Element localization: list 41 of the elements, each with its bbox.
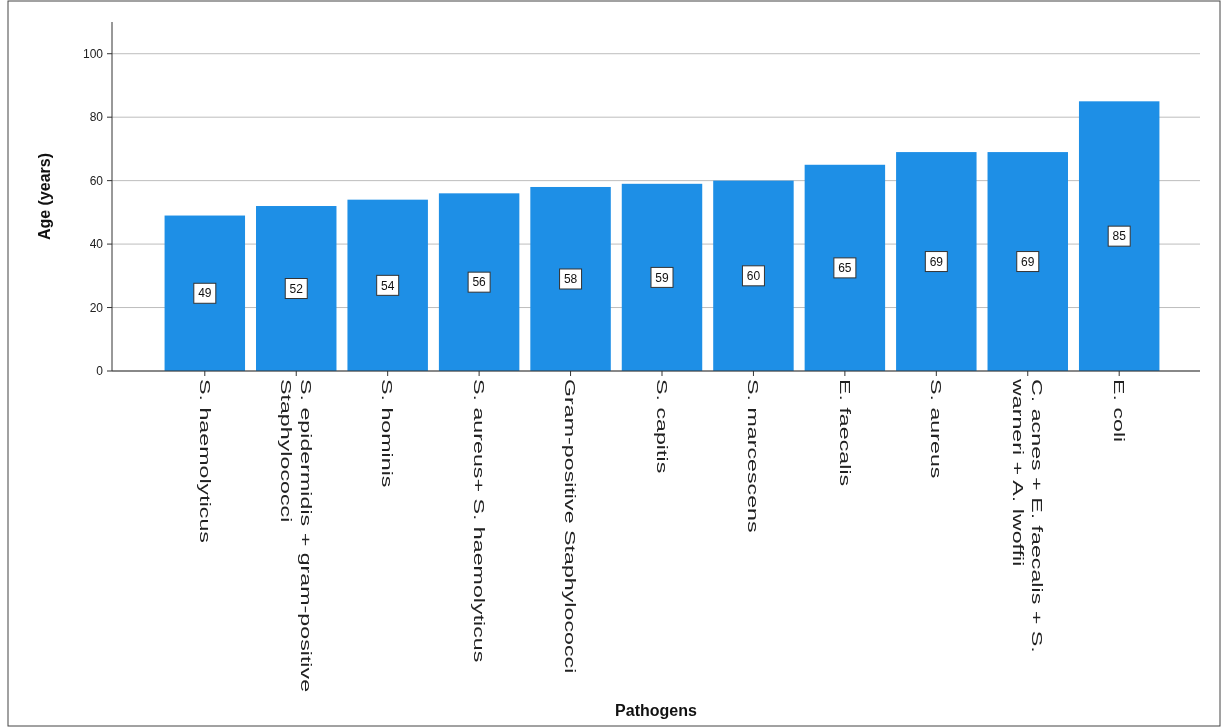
y-tick-label: 100 — [82, 46, 104, 61]
data-label: 49 — [198, 286, 212, 301]
bar — [438, 193, 520, 371]
x-tick-label: S. haemolyticus — [196, 379, 214, 544]
bar — [621, 183, 703, 371]
x-tick-label: S. aureus — [928, 379, 945, 479]
data-label: 56 — [472, 275, 487, 290]
bar — [530, 186, 611, 371]
y-tick-label: 80 — [89, 110, 104, 125]
data-label: 65 — [838, 261, 852, 276]
bar — [713, 180, 794, 371]
x-tick-label: E. coli — [1110, 379, 1128, 443]
x-axis-title: Pathogens — [615, 702, 697, 719]
data-label: 52 — [289, 281, 304, 296]
x-tick-label: E. faecalis — [836, 379, 854, 487]
data-label: 54 — [381, 278, 395, 293]
x-tick-label: Gram-positive Staphylococci — [562, 379, 580, 674]
y-tick-label: 0 — [96, 364, 104, 379]
data-label: 60 — [746, 269, 761, 284]
x-tick-label: S. marcescens — [745, 379, 762, 533]
y-tick-label: 20 — [89, 300, 104, 315]
bar — [987, 152, 1068, 371]
data-label: 69 — [1021, 254, 1035, 269]
data-label: 69 — [929, 254, 944, 269]
data-label: 85 — [1112, 229, 1127, 244]
data-label: 58 — [563, 272, 578, 287]
bar — [256, 206, 337, 371]
x-tick-label: C. acnes + E. faecalis + S. warneri + A. lwoffii — [1009, 377, 1047, 653]
data-label: 59 — [655, 270, 669, 285]
y-tick-label: 40 — [89, 237, 104, 252]
x-tick-label: S. aureus+ S. haemolyticus — [470, 379, 488, 663]
bar — [804, 164, 886, 371]
bar — [896, 152, 977, 371]
x-tick-label: S. hominis — [379, 379, 397, 488]
y-axis-title: Age (years) — [36, 152, 53, 241]
bar — [164, 215, 246, 371]
x-tick-label: S. capitis — [653, 379, 671, 474]
bar — [347, 199, 428, 371]
y-tick-label: 60 — [89, 173, 104, 188]
bar — [1078, 101, 1160, 371]
x-tick-label: S. epidermidis + gram-positive Staphylococci — [277, 379, 315, 693]
